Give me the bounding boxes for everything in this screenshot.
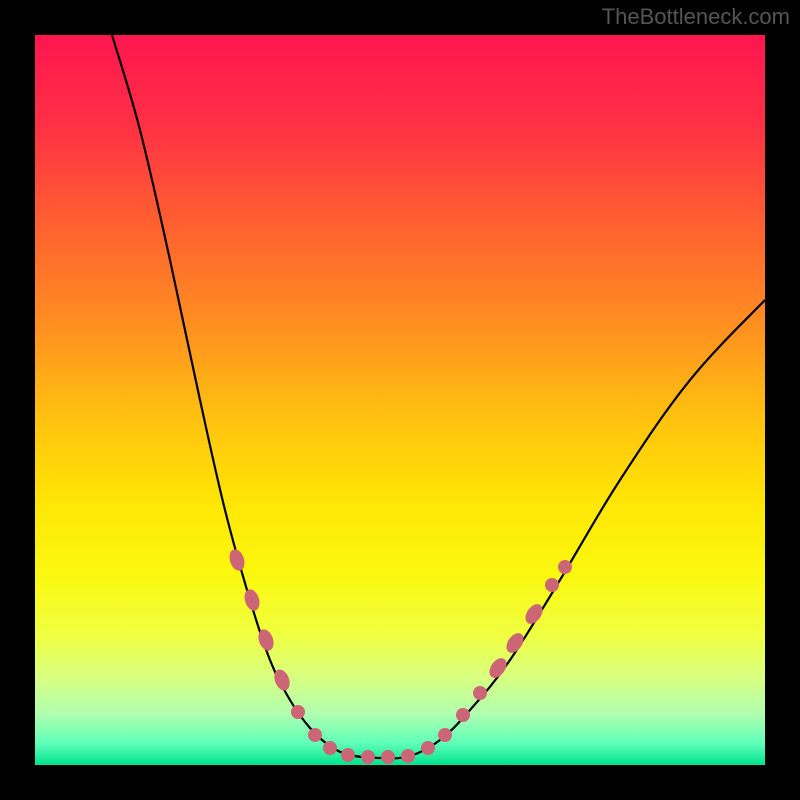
- watermark-text: TheBottleneck.com: [602, 4, 790, 30]
- curve-marker: [558, 560, 572, 574]
- curve-marker: [323, 741, 337, 755]
- curve-marker: [361, 750, 375, 764]
- bottleneck-chart-svg: [0, 0, 800, 800]
- curve-marker: [456, 708, 470, 722]
- curve-marker: [401, 749, 415, 763]
- chart-container: TheBottleneck.com: [0, 0, 800, 800]
- curve-marker: [341, 748, 355, 762]
- curve-marker: [308, 728, 322, 742]
- curve-marker: [421, 741, 435, 755]
- curve-marker: [381, 750, 395, 764]
- curve-marker: [291, 705, 305, 719]
- curve-marker: [545, 578, 559, 592]
- curve-marker: [473, 686, 487, 700]
- curve-marker: [438, 728, 452, 742]
